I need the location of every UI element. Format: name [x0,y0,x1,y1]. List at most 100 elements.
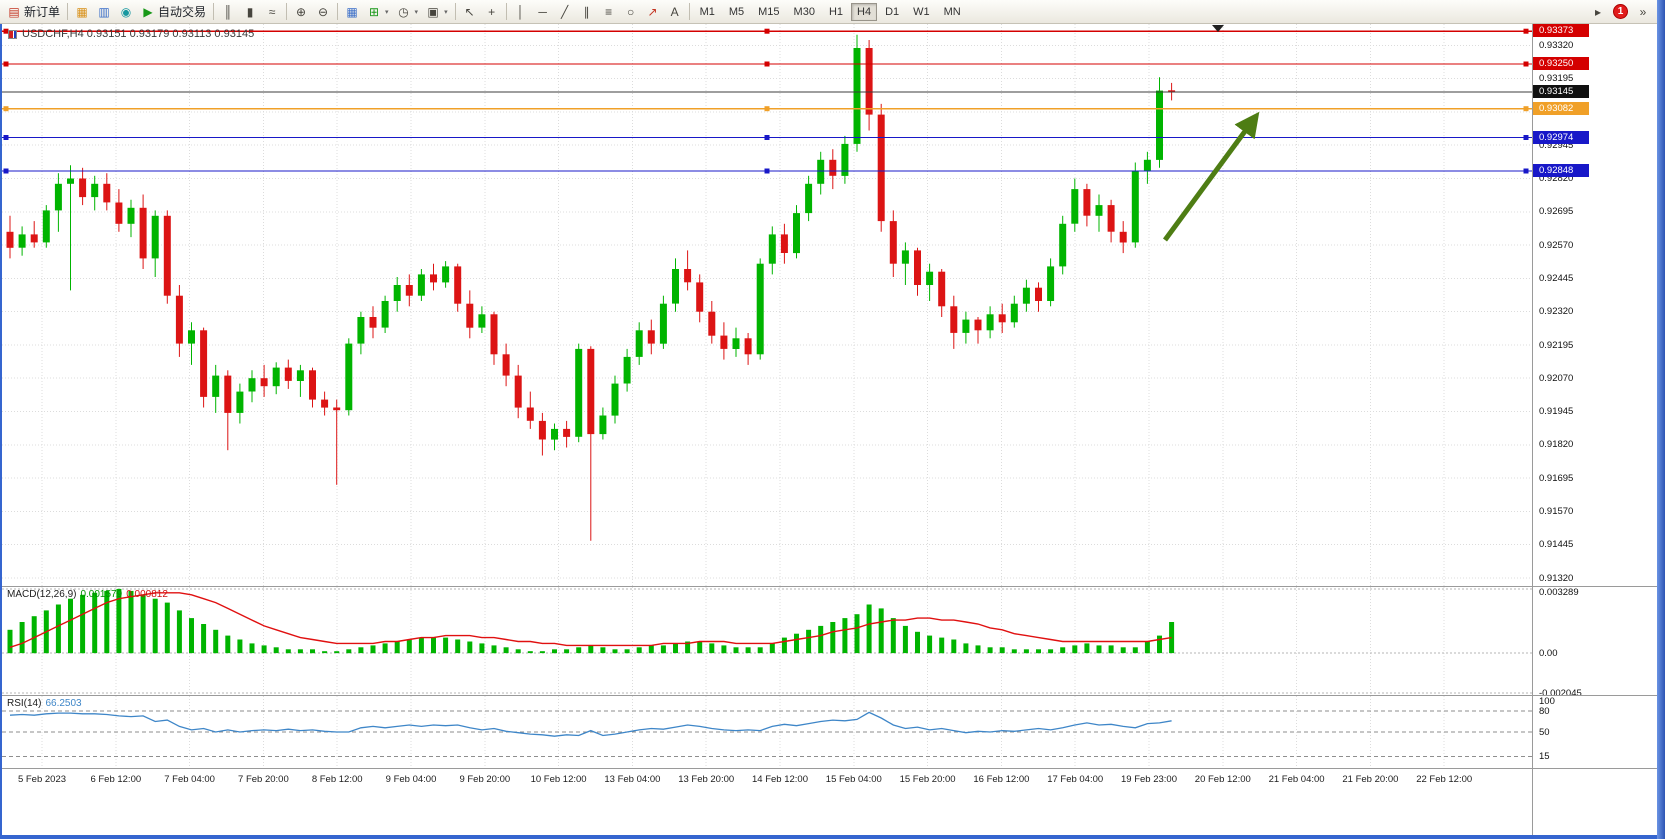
toolbar-separator [337,3,339,20]
macd-scale[interactable]: 0.003289 0.00 -0.002045 [1533,586,1658,699]
toolbar: ▤ 新订单 ▦ ▥ ◉ ▶ 自动交易 ║ ▮ ≈ ⊕ ⊖ ▦ ⊞ ▾ ◷ ▾ ▣ ▾ ↖ + │ ─ ╱ ∥ ≡ ○ ↗ A M1 M5 M1… [0,0,1657,24]
cursor-icon-icon: ↖ [464,4,475,19]
chart-window-icon [8,29,17,39]
line-chart-icon[interactable]: ≈ [261,2,283,22]
macd-scale-label: -0.002045 [1539,687,1582,699]
indicators-icon[interactable]: ⊞ ▾ [363,2,393,22]
rsi-panel[interactable]: RSI(14) 66.2503 [2,695,1532,768]
notification-badge[interactable]: 1 [1613,4,1628,19]
vertical-line-icon-icon: │ [516,4,525,19]
scale-corner [1533,768,1658,792]
arrows-icon-icon: ↗ [647,4,658,19]
bid-price-line-badge: 0.93145 [1533,84,1589,98]
trend-arrow[interactable] [1162,111,1260,242]
community-icon[interactable]: ◉ [115,2,137,22]
price-scale[interactable]: 0.933200.931950.930700.929450.928200.926… [1532,24,1658,835]
horizontal-line-icon[interactable]: ─ [532,2,554,22]
support-line-blue-upper[interactable] [2,135,1532,140]
macd-label: MACD(12,26,9) 0.001579 0.000812 [7,589,172,600]
chart-title: USDCHF,H4 0.93151 0.93179 0.93113 0.9314… [8,28,254,40]
trendline-icon[interactable]: ╱ [554,2,576,22]
candles-layer [6,34,1176,541]
price-tick: 0.92820 [1539,173,1574,184]
time-label: 13 Feb 04:00 [604,774,661,785]
macd-panel[interactable]: MACD(12,26,9) 0.001579 0.000812 [2,586,1532,695]
time-label: 19 Feb 23:00 [1121,774,1177,785]
bar-chart-icon-icon: ║ [223,4,233,19]
timeframe-m30[interactable]: M30 [793,5,815,18]
price-tick: 0.92320 [1539,306,1574,318]
rsi-scale-label: 50 [1539,726,1550,738]
rsi-scale[interactable]: 100 80 50 15 [1533,695,1658,768]
timeframe-h4[interactable]: H4 [851,2,878,21]
timeframe-w1[interactable]: W1 [913,5,930,18]
price-tick: 0.91820 [1539,439,1574,451]
rsi-chart[interactable] [2,696,1532,768]
arrows-icon[interactable]: ↗ [642,2,664,22]
zoom-out-icon[interactable]: ⊖ [312,2,334,22]
crosshair-icon[interactable]: + [481,2,503,22]
vertical-line-icon[interactable]: │ [510,2,532,22]
text-label-icon[interactable]: A [664,2,686,22]
resistance-line-lower[interactable] [2,61,1532,67]
candlestick-chart-icon[interactable]: ▮ [239,2,261,22]
support-line-blue-upper-badge: 0.92974 [1533,130,1589,144]
tile-windows-icon[interactable]: ▦ [341,2,363,22]
channel-icon[interactable]: ∥ [576,2,598,22]
zoom-in-icon-icon: ⊕ [296,4,307,19]
bar-chart-icon[interactable]: ║ [217,2,239,22]
chart-shift-icon-icon: ▸ [1594,4,1602,19]
window-border-bottom [0,835,1657,839]
rsi-scale-label: 100 [1539,696,1555,707]
zoom-in-icon[interactable]: ⊕ [290,2,312,22]
scroll-right-icon[interactable]: » [1632,2,1654,22]
grid-layer [2,696,1532,768]
templates-icon[interactable]: ▣ ▾ [422,2,452,22]
time-label: 15 Feb 20:00 [899,774,956,785]
time-label: 13 Feb 20:00 [678,774,735,785]
timeframe-d1[interactable]: D1 [885,5,900,18]
pivot-line-orange[interactable] [2,106,1532,112]
chart-shift-icon[interactable]: ▸ [1587,2,1609,22]
macd-main-value: 0.001579 [80,589,123,600]
timeframe-h1[interactable]: H1 [828,5,844,18]
time-separator-marker [1212,25,1224,32]
chart-title-text: USDCHF,H4 0.93151 0.93179 0.93113 0.9314… [22,28,255,40]
resistance-line-upper[interactable] [2,28,1532,34]
time-label: 7 Feb 04:00 [164,774,215,785]
time-label: 21 Feb 20:00 [1342,774,1399,785]
profiles-icon[interactable]: ▥ [93,2,115,22]
cursor-icon[interactable]: ↖ [459,2,481,22]
grid-layer [2,587,1532,695]
auto-trading-button[interactable]: ▶ 自动交易 [137,2,210,22]
timeframe-mn[interactable]: MN [943,5,961,18]
periods-clock-icon[interactable]: ◷ ▾ [393,2,423,22]
macd-chart[interactable] [2,587,1532,695]
macd-signal-value: 0.000812 [126,589,168,600]
main-chart-panel[interactable]: USDCHF,H4 0.93151 0.93179 0.93113 0.9314… [2,24,1532,586]
shapes-icon[interactable]: ○ [620,2,642,22]
macd-scale-label: 0.00 [1539,647,1558,659]
toolbar-separator [454,3,456,20]
candlestick-chart-icon-icon: ▮ [246,4,254,19]
timeframe-m15[interactable]: M15 [758,5,780,18]
time-label: 14 Feb 12:00 [752,774,808,785]
new-order-button[interactable]: ▤ 新订单 [3,2,64,22]
time-axis[interactable]: 5 Feb 2023 6 Feb 12:00 7 Feb 04:00 7 Feb 20… [2,768,1532,791]
macd-name: MACD(12,26,9) [7,589,77,600]
support-line-blue-lower[interactable] [2,168,1532,174]
candlestick-chart[interactable] [2,24,1532,586]
timeframe-m5[interactable]: M5 [728,5,745,18]
price-tick: 0.92195 [1539,339,1574,351]
community-icon-icon: ◉ [120,4,132,19]
rsi-scale-label: 80 [1539,705,1550,717]
support-line-blue-lower-badge: 0.92848 [1533,164,1589,177]
timeframe-m1[interactable]: M1 [699,5,715,18]
charts-grid-icon[interactable]: ▦ [71,2,93,22]
auto-trading-button-label: 自动交易 [158,5,207,19]
toolbar-separator [213,3,215,20]
fibonacci-icon[interactable]: ≡ [598,2,620,22]
main-price-scale[interactable]: 0.933200.931950.930700.929450.928200.926… [1533,24,1658,586]
time-label: 16 Feb 12:00 [973,774,1030,785]
price-tick: 0.92945 [1539,139,1574,151]
